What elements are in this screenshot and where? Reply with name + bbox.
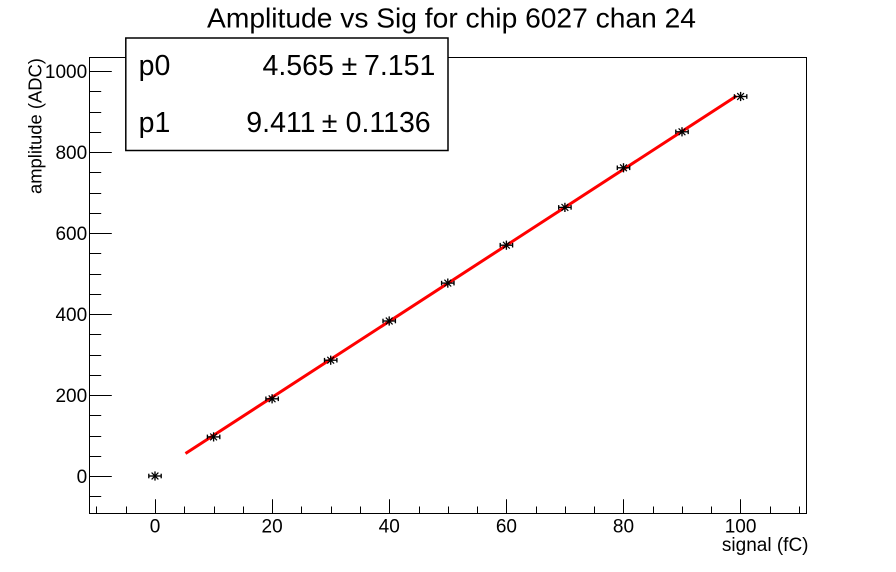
svg-text:0: 0 [77, 467, 88, 488]
svg-text:100: 100 [725, 517, 757, 538]
svg-text:Amplitude vs Sig for chip 6027: Amplitude vs Sig for chip 6027 chan 24 [207, 2, 696, 34]
svg-text:0.1136: 0.1136 [346, 107, 431, 139]
svg-text:p0: p0 [139, 50, 171, 82]
svg-text:600: 600 [55, 224, 87, 245]
svg-text:9.411: 9.411 [246, 107, 315, 139]
svg-text:80: 80 [613, 517, 634, 538]
svg-text:20: 20 [262, 517, 283, 538]
svg-text:400: 400 [55, 305, 87, 326]
svg-text:1000: 1000 [45, 62, 87, 83]
svg-text:±: ± [342, 50, 358, 82]
svg-text:0: 0 [150, 517, 161, 538]
svg-text:800: 800 [55, 143, 87, 164]
svg-text:200: 200 [55, 386, 87, 407]
svg-text:signal (fC): signal (fC) [722, 535, 809, 556]
svg-text:7.151: 7.151 [364, 50, 435, 82]
svg-text:amplitude (ADC): amplitude (ADC) [25, 58, 46, 194]
svg-text:±: ± [322, 107, 338, 139]
svg-text:p1: p1 [139, 107, 171, 139]
svg-text:60: 60 [496, 517, 517, 538]
svg-text:40: 40 [379, 517, 400, 538]
svg-text:4.565: 4.565 [263, 50, 334, 82]
